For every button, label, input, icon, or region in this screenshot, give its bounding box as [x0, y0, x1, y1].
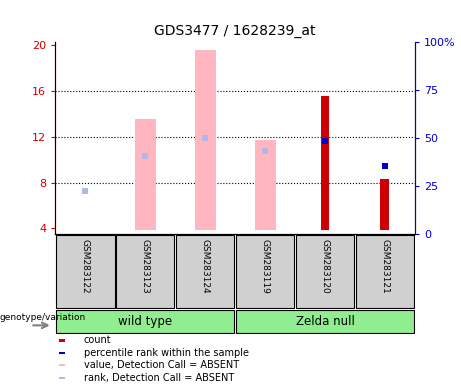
Bar — [380, 179, 390, 230]
Bar — [176, 235, 234, 308]
Bar — [356, 235, 414, 308]
Title: GDS3477 / 1628239_at: GDS3477 / 1628239_at — [154, 25, 316, 38]
Bar — [236, 235, 294, 308]
Bar — [254, 140, 276, 230]
Bar — [59, 352, 65, 354]
Text: rank, Detection Call = ABSENT: rank, Detection Call = ABSENT — [84, 373, 234, 383]
Bar — [59, 339, 65, 341]
Bar — [59, 377, 65, 379]
Text: count: count — [84, 335, 112, 345]
Text: GSM283120: GSM283120 — [320, 240, 330, 294]
Bar — [236, 310, 414, 333]
Bar — [296, 235, 354, 308]
Text: GSM283121: GSM283121 — [380, 240, 390, 294]
Bar — [195, 50, 216, 230]
Bar — [56, 235, 114, 308]
Bar — [116, 235, 174, 308]
Text: GSM283119: GSM283119 — [260, 240, 270, 295]
Bar — [56, 310, 234, 333]
Text: GSM283124: GSM283124 — [201, 240, 210, 294]
Text: value, Detection Call = ABSENT: value, Detection Call = ABSENT — [84, 360, 239, 370]
Text: GSM283122: GSM283122 — [81, 240, 90, 294]
Bar — [59, 364, 65, 366]
Text: genotype/variation: genotype/variation — [0, 313, 86, 322]
Bar — [135, 119, 156, 230]
Text: percentile rank within the sample: percentile rank within the sample — [84, 348, 249, 358]
Text: GSM283123: GSM283123 — [141, 240, 150, 294]
Text: wild type: wild type — [118, 315, 172, 328]
Bar — [320, 96, 330, 230]
Text: Zelda null: Zelda null — [296, 315, 355, 328]
